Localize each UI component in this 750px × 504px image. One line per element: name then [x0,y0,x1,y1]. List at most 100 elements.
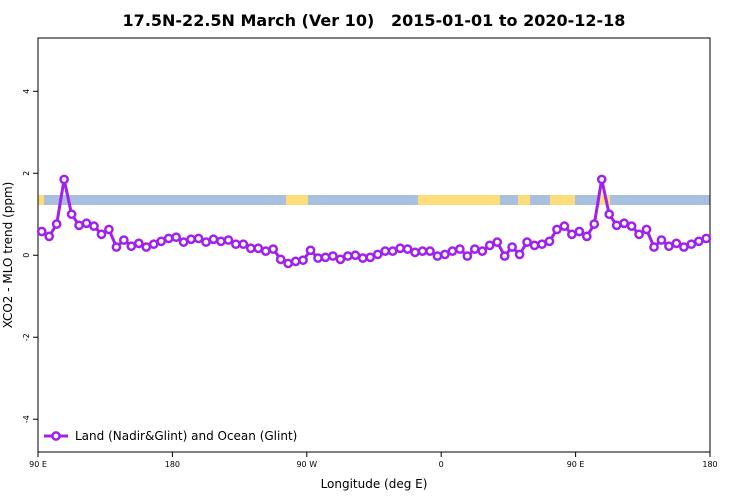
data-point [492,237,503,247]
data-point [641,224,652,235]
data-point [193,233,204,244]
series-line [40,179,707,266]
x-tick-label: 180 [165,460,180,469]
y-tick-label: 4 [22,89,31,94]
y-axis-label: XCO2 - MLO trend (ppm) [1,182,15,329]
data-point [275,254,286,265]
data-point [231,239,241,250]
data-point [268,244,279,254]
land-band [518,195,530,205]
data-point [133,238,144,249]
y-tick-label: -4 [22,415,31,423]
data-point [163,233,174,244]
data-point [567,229,577,240]
data-point [51,219,62,229]
data-point [208,234,219,245]
data-point [119,235,129,245]
data-point [36,226,47,237]
data-point [186,234,196,245]
data-point [44,231,55,242]
data-point [156,236,167,247]
data-point [141,242,152,252]
data-point [216,236,226,247]
chart-title: 17.5N-22.5N March (Ver 10) 2015-01-01 to… [123,11,626,30]
land-band [286,195,308,205]
data-point [343,251,353,261]
data-point [604,209,615,220]
y-tick-label: 0 [22,253,31,258]
data-point [171,232,181,243]
data-point [74,220,84,231]
data-point [260,246,271,256]
data-point [649,242,659,252]
data-point [253,243,264,254]
data-point [238,239,249,250]
y-tick-label: 2 [22,171,31,176]
data-point [178,237,189,247]
data-point [410,247,420,258]
data-point [484,240,495,251]
land-band [418,195,500,205]
data-point [552,224,562,235]
data-point [596,174,607,185]
data-point [201,237,211,247]
data-point [81,218,92,229]
data-point [66,209,77,220]
data-point [537,239,547,250]
x-tick-label: 90 W [296,460,317,469]
y-tick-label: -2 [22,333,31,341]
data-point [365,252,376,263]
data-point [634,229,644,240]
data-point [313,253,323,263]
data-point [469,244,480,254]
data-point [380,246,391,256]
data-point [111,242,122,252]
data-point [574,226,585,237]
data-point [425,246,435,256]
plot-frame [37,37,711,453]
data-point [514,249,525,260]
land-band [550,195,575,205]
data-point [395,243,405,254]
data-point [126,241,137,252]
data-point [477,246,488,256]
x-axis-label: Longitude (deg E) [321,477,428,491]
data-point [455,244,465,254]
data-point [417,246,428,256]
data-point [544,236,555,247]
data-point [328,251,338,261]
data-point [671,238,682,249]
data-point [290,256,301,267]
data-point [589,219,600,229]
x-tick-label: 0 [439,460,444,469]
data-point [507,242,517,252]
data-point [59,174,69,185]
x-tick-label: 90 E [567,460,585,469]
data-point [320,252,331,263]
data-point [350,250,361,261]
data-point [529,240,540,251]
data-point [440,249,450,260]
data-point [298,255,308,266]
data-point [283,258,293,269]
data-point [619,218,629,229]
data-point [686,239,697,250]
data-point [447,246,458,256]
data-point [664,241,674,252]
data-point [679,242,689,252]
data-point [462,251,473,261]
data-point [372,249,383,260]
data-point [626,221,637,231]
legend-label: Land (Nadir&Glint) and Ocean (Glint) [75,429,297,443]
legend-marker [51,431,61,441]
data-point [357,253,368,263]
ocean-band [38,195,710,205]
x-tick-label: 180 [702,460,717,469]
data-point [693,236,704,247]
data-point [387,246,398,256]
land-ocean-band [38,195,710,205]
data-point [402,244,413,254]
data-point [89,221,99,231]
data-point [305,245,316,256]
